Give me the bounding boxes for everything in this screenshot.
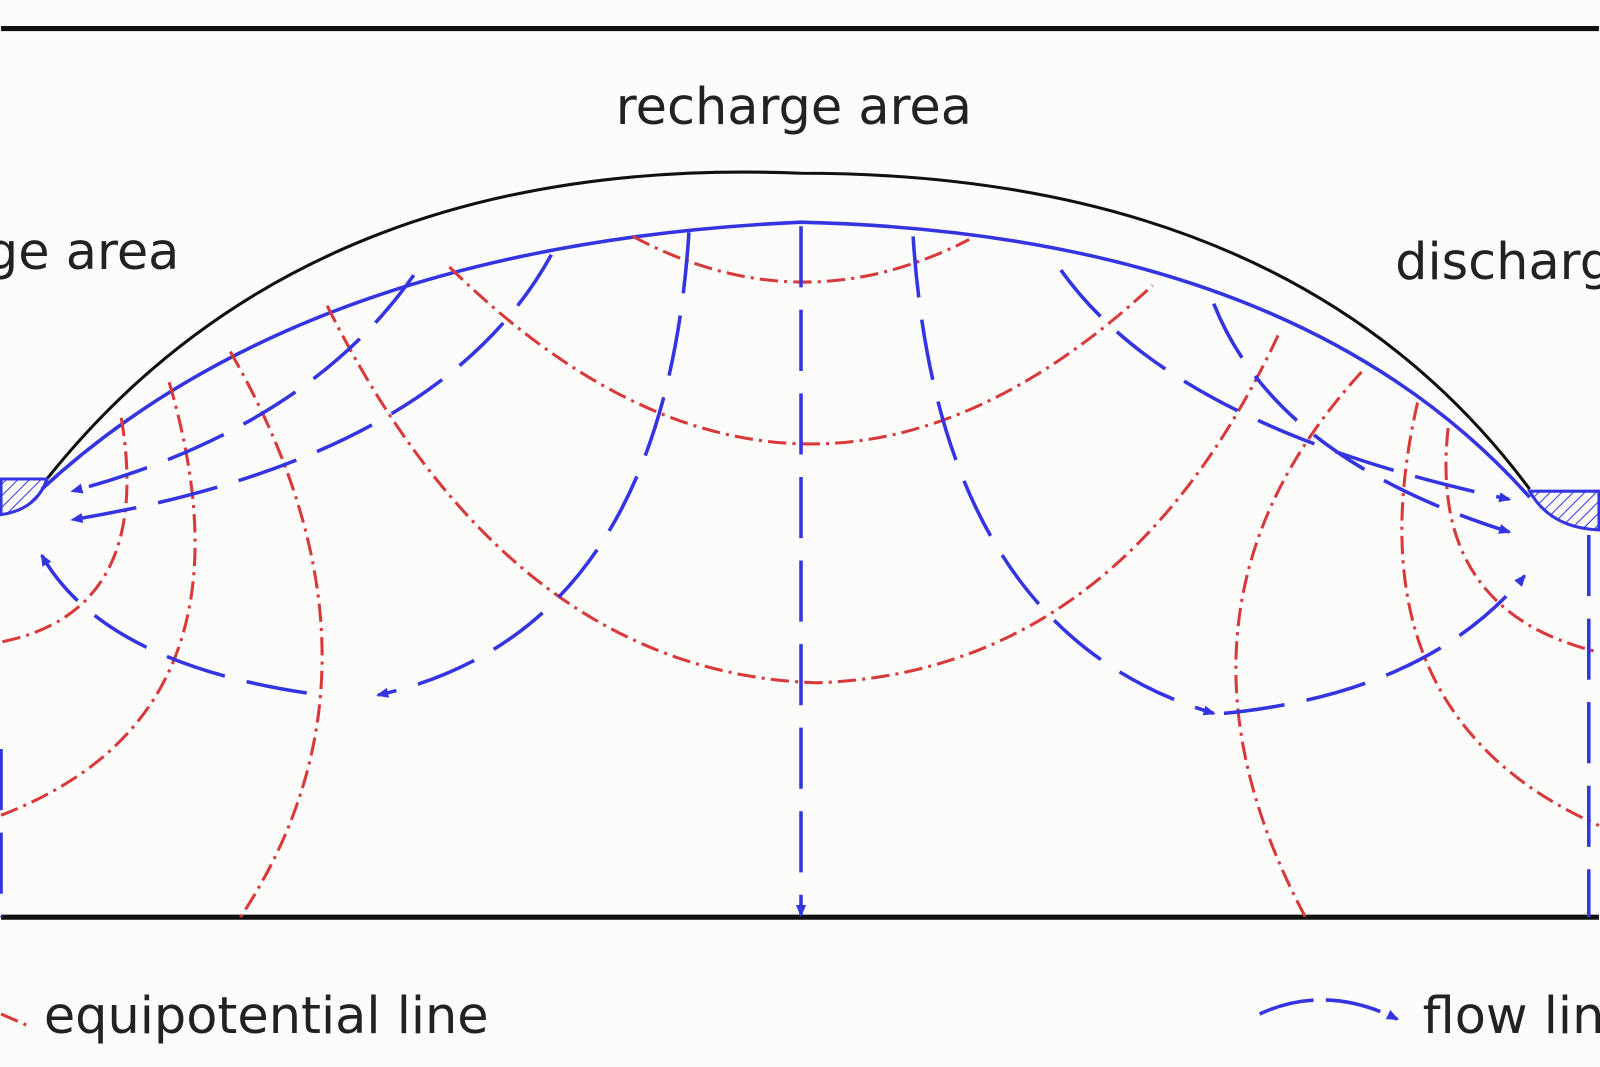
- legend-equipotential-swatch: [0, 1012, 33, 1029]
- equipotential-lines: [0, 235, 1600, 919]
- flow-lines: [0, 226, 1591, 918]
- water-table: [40, 220, 1532, 499]
- legend-label: equipotential line: [44, 987, 489, 1046]
- right-pond: [1527, 489, 1600, 532]
- right-discharge-label: discharg: [1395, 233, 1600, 292]
- legend-label: flow lin: [1423, 987, 1600, 1046]
- left-discharge-label: ge area: [0, 223, 179, 282]
- legend-flow-swatch: [1258, 998, 1400, 1021]
- recharge-label: recharge area: [616, 78, 972, 137]
- left-pond: [0, 477, 50, 517]
- ground-surface: [45, 170, 1531, 491]
